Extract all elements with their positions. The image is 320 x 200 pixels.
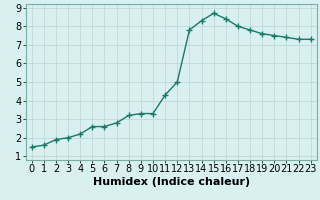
X-axis label: Humidex (Indice chaleur): Humidex (Indice chaleur) [92, 177, 250, 187]
